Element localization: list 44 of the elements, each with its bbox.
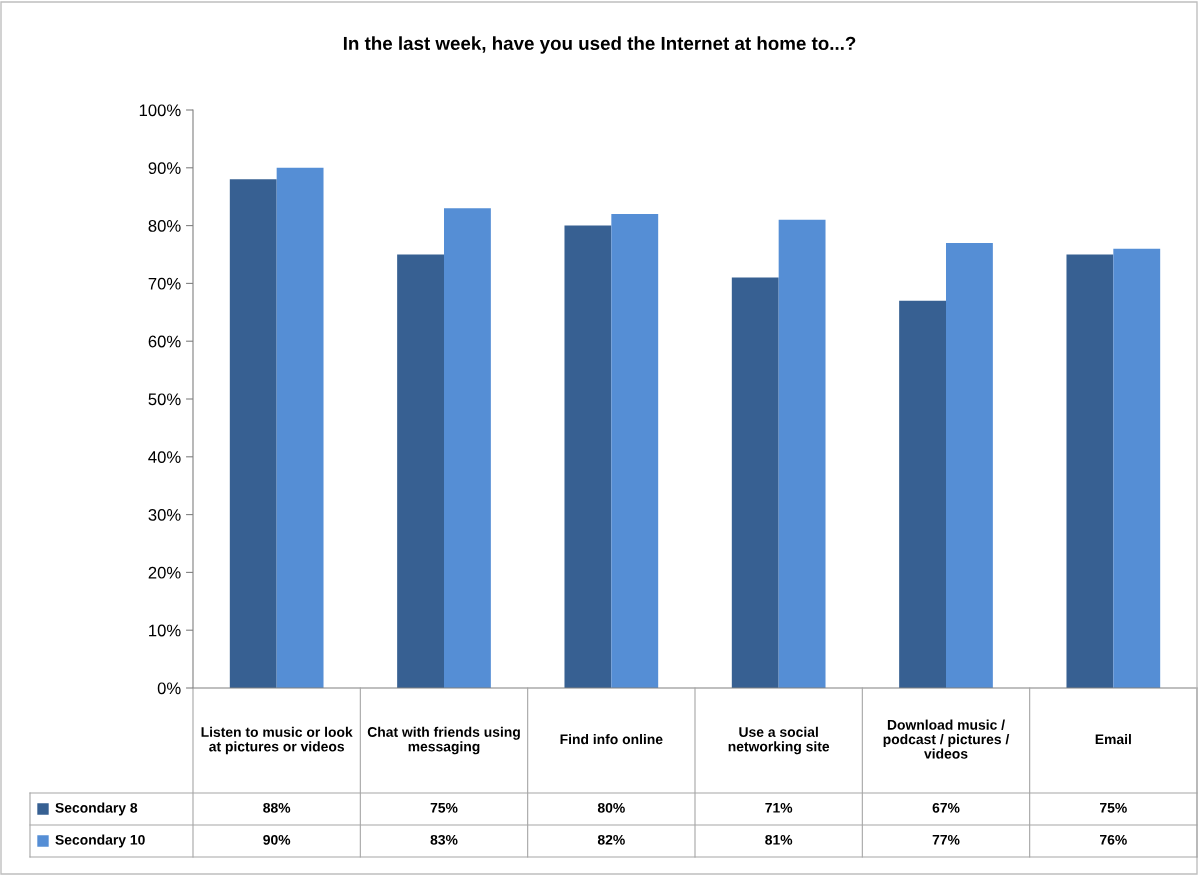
legend-label: Secondary 8 [55, 802, 138, 816]
x-tick-label: Find info online [560, 734, 663, 745]
data-label: 83% [430, 834, 458, 845]
data-label: 67% [932, 802, 960, 813]
y-tick-label: 40% [148, 451, 181, 463]
data-label: 76% [1100, 834, 1127, 845]
data-label: 82% [597, 834, 625, 845]
y-tick-label: 0% [157, 682, 181, 695]
y-tick-label: 50% [148, 393, 181, 406]
x-tick-label: Chat with friends using messaging [367, 726, 520, 755]
bar [564, 225, 612, 688]
chart-title: In the last week, have you used the Internet at home to...? [343, 36, 856, 54]
data-label: 80% [597, 802, 625, 813]
data-label: 90% [263, 834, 291, 845]
legend-label: Secondary 10 [55, 834, 145, 848]
y-tick-label: 60% [148, 335, 181, 348]
bar [611, 214, 659, 688]
bar [731, 277, 779, 688]
bar [397, 254, 444, 688]
x-tick-label: Listen to music or look at pictures or videos [201, 726, 353, 755]
y-tick-label: 90% [148, 162, 181, 174]
data-label: 75% [1100, 802, 1127, 813]
bar [778, 219, 826, 688]
y-tick-label: 80% [148, 220, 181, 232]
bar [276, 167, 324, 688]
bar [946, 242, 993, 688]
x-tick-label: Download music / podcast / pictures / videos [883, 719, 1010, 759]
data-label: 75% [430, 802, 458, 813]
bar [1066, 254, 1114, 688]
data-label: 88% [263, 802, 291, 813]
bar [444, 208, 491, 688]
y-tick-label: 100% [139, 104, 181, 117]
y-tick-label: 10% [149, 624, 181, 637]
y-tick-label: 30% [148, 509, 181, 521]
x-tick-label: Use a social networking site [728, 726, 830, 755]
bar [899, 300, 946, 688]
data-label: 77% [932, 834, 960, 845]
data-label: 71% [765, 802, 793, 813]
bar [229, 179, 277, 688]
y-tick-label: 20% [148, 566, 181, 579]
bar [1113, 248, 1161, 688]
data-label: 81% [765, 834, 793, 845]
y-tick-label: 70% [148, 277, 181, 290]
x-tick-label: Email [1095, 734, 1131, 745]
